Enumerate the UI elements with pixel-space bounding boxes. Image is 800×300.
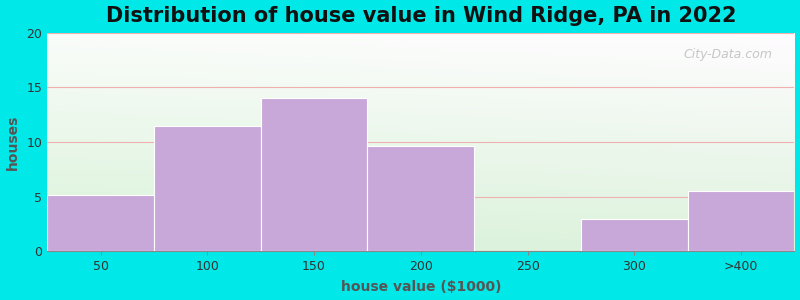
- Bar: [261, 98, 367, 251]
- Y-axis label: houses: houses: [6, 114, 19, 170]
- Bar: [581, 219, 688, 251]
- Text: City-Data.com: City-Data.com: [683, 48, 772, 61]
- Bar: [154, 126, 261, 251]
- X-axis label: house value ($1000): house value ($1000): [341, 280, 501, 294]
- Bar: [47, 195, 154, 251]
- Title: Distribution of house value in Wind Ridge, PA in 2022: Distribution of house value in Wind Ridg…: [106, 6, 736, 26]
- Bar: [367, 146, 474, 251]
- Bar: [688, 191, 794, 251]
